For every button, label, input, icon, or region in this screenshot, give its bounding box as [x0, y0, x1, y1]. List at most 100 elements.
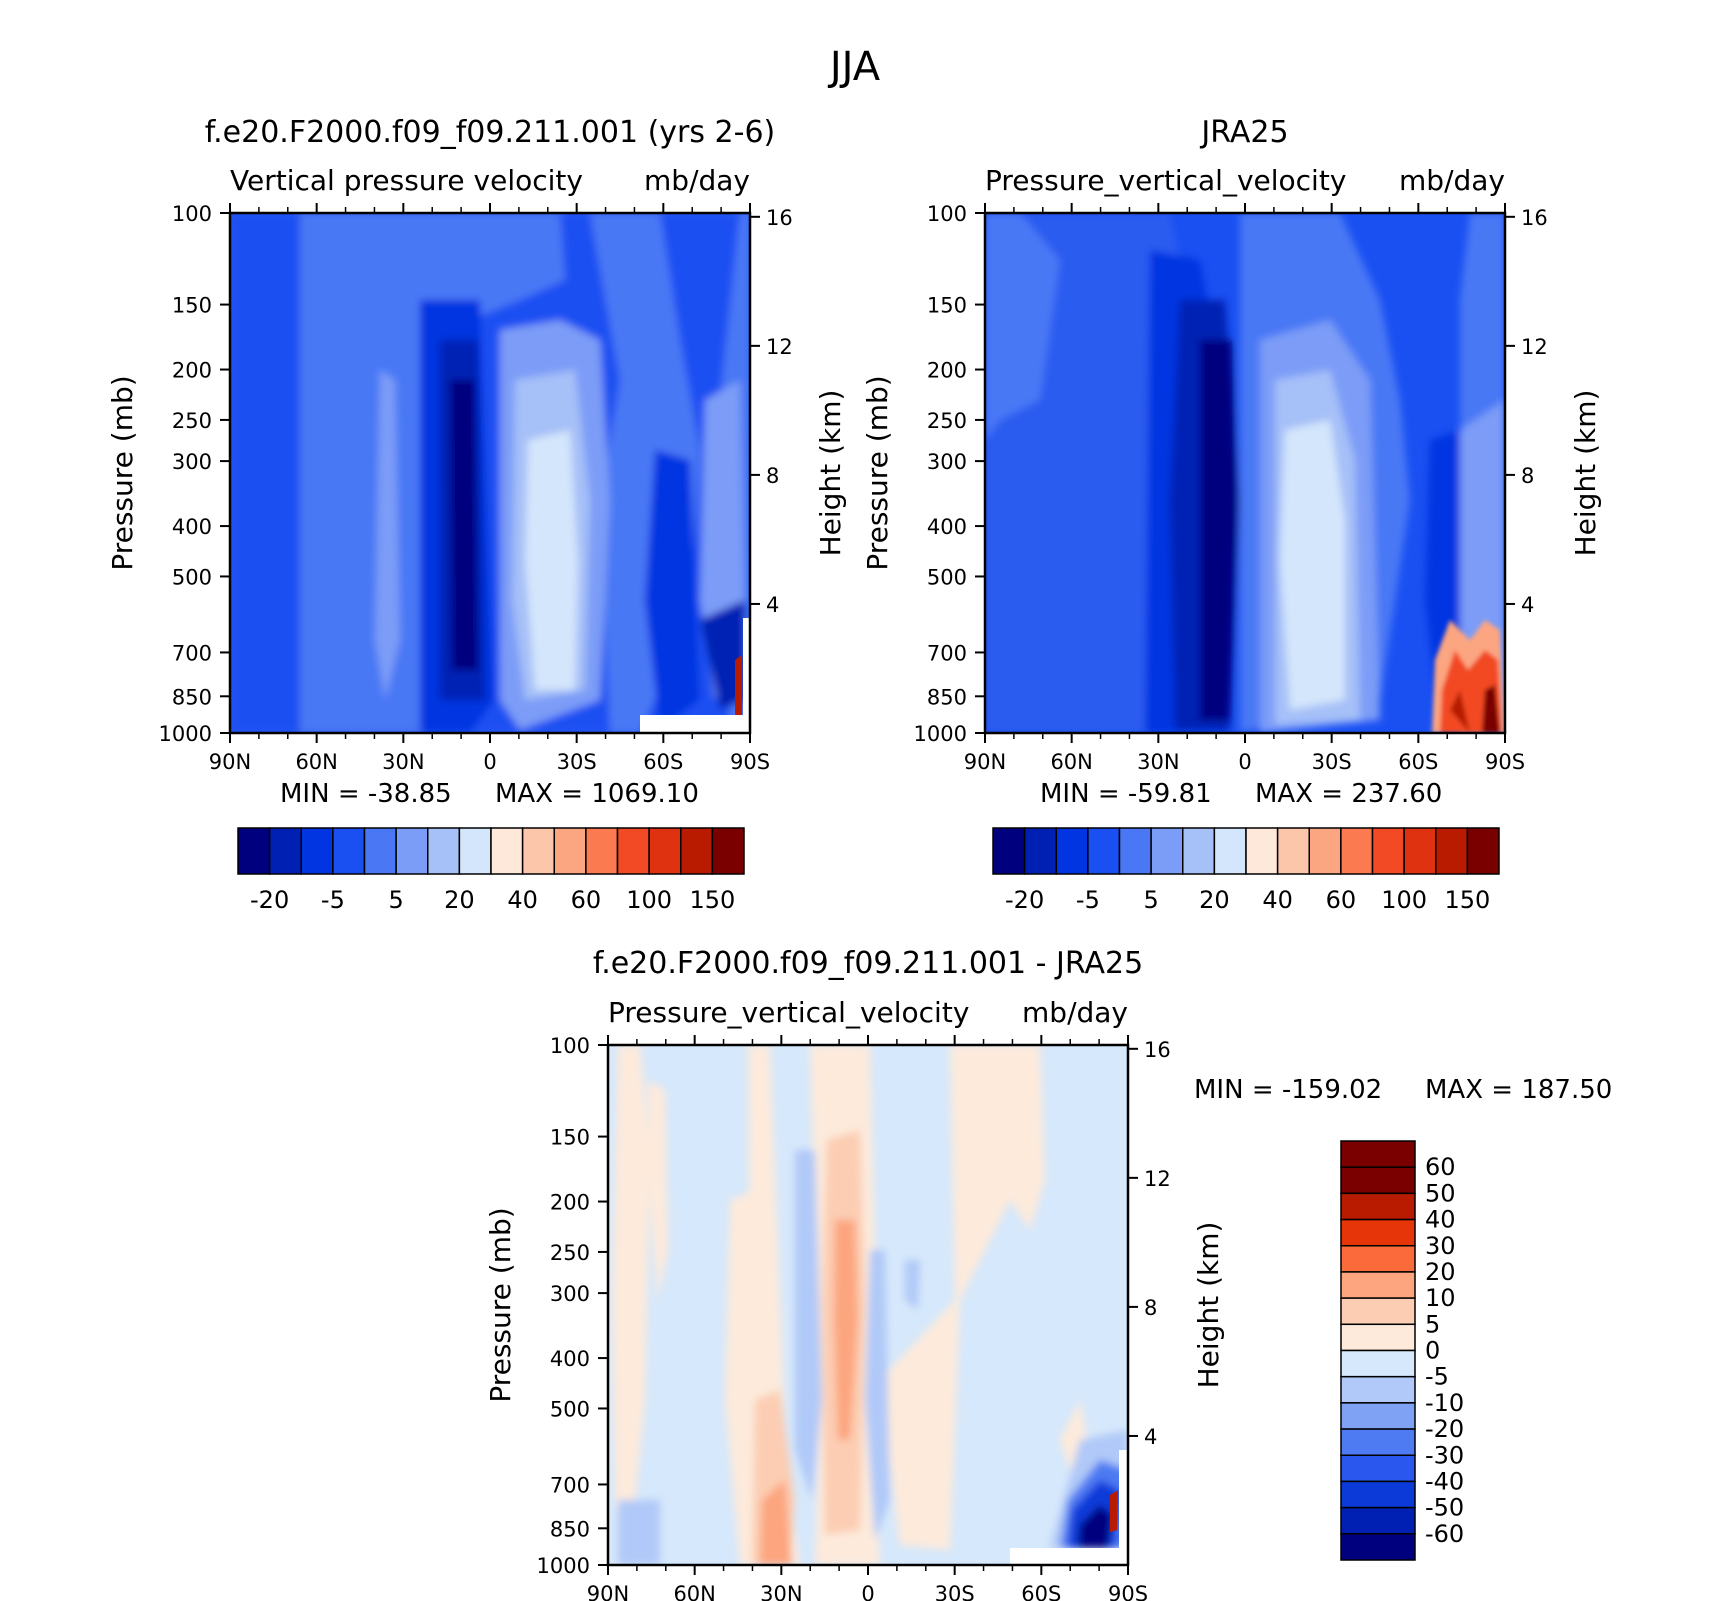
y-tick-label: 100 [927, 202, 967, 226]
shade-band [760, 1480, 792, 1565]
shade-band [525, 430, 578, 690]
panel-subtitle-right: mb/day [1399, 164, 1505, 197]
colorbar-box [1340, 1506, 1416, 1535]
shade-band [905, 1260, 920, 1310]
colorbar-box [1023, 827, 1057, 875]
colorbar-label: 20 [1425, 1258, 1456, 1286]
colorbar-box [1118, 827, 1152, 875]
colorbar-label: 40 [1425, 1206, 1456, 1234]
y-tick-label: 150 [172, 294, 212, 318]
x-tick-label: 60N [295, 750, 337, 774]
panel-subtitle-right: mb/day [644, 164, 750, 197]
min-label: MIN = -38.85 [280, 779, 452, 809]
x-tick-label: 90N [964, 750, 1006, 774]
y-axis-label: Pressure (mb) [484, 1207, 517, 1402]
panel-model: f.e20.F2000.f09_f09.211.001 (yrs 2-6) Ve… [106, 115, 847, 914]
shade-band [1110, 1490, 1118, 1532]
min-label: MIN = -59.81 [1040, 779, 1212, 809]
shade-band [1078, 1505, 1112, 1548]
colorbar-box [1308, 827, 1342, 875]
colorbar-box [1340, 1245, 1416, 1273]
y-tick-label: 150 [927, 294, 967, 318]
colorbar-box [1340, 1323, 1416, 1352]
x-tick-label: 30N [382, 750, 424, 774]
panel-title: JRA25 [1199, 115, 1288, 150]
y-tick-label: 400 [172, 515, 212, 539]
shade-band [375, 370, 400, 700]
y-right-tick-label: 8 [1144, 1296, 1157, 1320]
colorbar-box [1340, 1166, 1416, 1195]
colorbar-label: -30 [1425, 1441, 1464, 1469]
colorbar-box [395, 827, 429, 875]
colorbar-box [1340, 1454, 1416, 1483]
colorbar-label: -40 [1425, 1467, 1464, 1495]
shade-band [834, 1220, 858, 1440]
y-right-tick-label: 16 [766, 206, 793, 230]
colorbar-box [1340, 1271, 1416, 1299]
panel-difference: f.e20.F2000.f09_f09.211.001 - JRA25 Pres… [484, 946, 1612, 1601]
y-right-tick-label: 16 [1521, 206, 1548, 230]
colorbar-box [490, 827, 524, 875]
x-tick-label: 30N [1137, 750, 1179, 774]
y-right-tick-label: 4 [766, 593, 779, 617]
colorbar-box [616, 827, 650, 875]
missing-data [1119, 1450, 1128, 1565]
colorbar-box [1245, 827, 1279, 875]
y-tick-label: 200 [550, 1191, 590, 1215]
colorbar-label: 20 [444, 886, 475, 914]
colorbar-box [1340, 1428, 1416, 1456]
y-right-axis-label: Height (km) [1192, 1222, 1225, 1389]
colorbar-label: -20 [250, 886, 289, 914]
colorbar-box [1340, 1297, 1416, 1326]
colorbar-box [585, 827, 619, 875]
colorbar-box [300, 827, 334, 875]
colorbar-label: 40 [507, 886, 538, 914]
y-tick-label: 1000 [537, 1554, 590, 1578]
colorbar-box [711, 827, 745, 875]
colorbar-box [1276, 827, 1310, 875]
shade-band [1450, 690, 1470, 733]
colorbar-box [1340, 1402, 1416, 1430]
y-right-tick-label: 16 [1144, 1038, 1171, 1062]
shade-band [360, 213, 565, 733]
colorbar-label: 5 [1143, 886, 1158, 914]
x-tick-label: 0 [861, 1582, 874, 1601]
x-tick-label: 90S [1108, 1582, 1148, 1601]
panel-title: f.e20.F2000.f09_f09.211.001 (yrs 2-6) [205, 115, 775, 150]
colorbar-label: -5 [1425, 1363, 1449, 1391]
shade-band [865, 1250, 890, 1540]
y-tick-label: 250 [172, 409, 212, 433]
colorbar-box [1213, 827, 1247, 875]
colorbar-label: 60 [571, 886, 602, 914]
colorbar-label: 30 [1425, 1232, 1456, 1260]
y-right-tick-label: 8 [766, 464, 779, 488]
x-tick-label: 0 [1238, 750, 1251, 774]
y-tick-label: 850 [550, 1517, 590, 1541]
colorbar-box [1403, 827, 1437, 875]
y-tick-label: 200 [927, 359, 967, 383]
shade-band [795, 1150, 822, 1500]
colorbar-box [1150, 827, 1184, 875]
y-tick-label: 400 [550, 1347, 590, 1371]
x-tick-label: 30S [935, 1582, 975, 1601]
max-label: MAX = 237.60 [1255, 779, 1442, 809]
shade-band [1482, 685, 1500, 733]
y-right-tick-label: 8 [1521, 464, 1534, 488]
shade-band [735, 655, 742, 718]
y-right-axis-label: Height (km) [814, 390, 847, 557]
x-tick-label: 60N [1050, 750, 1092, 774]
y-tick-label: 700 [172, 641, 212, 665]
y-tick-label: 200 [172, 359, 212, 383]
colorbar-box [648, 827, 682, 875]
y-tick-label: 250 [550, 1241, 590, 1265]
contour-field [230, 213, 750, 733]
missing-data [640, 715, 750, 733]
y-tick-label: 850 [927, 685, 967, 709]
colorbar-box [237, 827, 271, 875]
y-right-axis-label: Height (km) [1569, 390, 1602, 557]
y-tick-label: 500 [172, 565, 212, 589]
y-tick-label: 1000 [914, 722, 967, 746]
colorbar-label: 50 [1425, 1179, 1456, 1207]
contour-field [608, 1045, 1128, 1565]
colorbar-label: 100 [626, 886, 672, 914]
